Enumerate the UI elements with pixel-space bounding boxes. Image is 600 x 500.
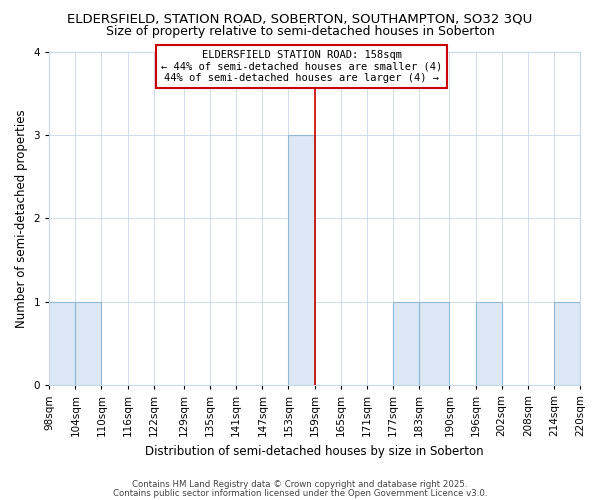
Bar xyxy=(476,302,502,385)
Text: ELDERSFIELD, STATION ROAD, SOBERTON, SOUTHAMPTON, SO32 3QU: ELDERSFIELD, STATION ROAD, SOBERTON, SOU… xyxy=(67,12,533,26)
Bar xyxy=(289,135,314,385)
Bar xyxy=(76,302,101,385)
Text: Size of property relative to semi-detached houses in Soberton: Size of property relative to semi-detach… xyxy=(106,25,494,38)
Y-axis label: Number of semi-detached properties: Number of semi-detached properties xyxy=(15,109,28,328)
Text: Contains HM Land Registry data © Crown copyright and database right 2025.: Contains HM Land Registry data © Crown c… xyxy=(132,480,468,489)
Bar xyxy=(49,302,76,385)
Bar xyxy=(554,302,580,385)
Bar xyxy=(419,302,449,385)
Bar xyxy=(393,302,419,385)
Bar xyxy=(580,302,600,385)
Text: ELDERSFIELD STATION ROAD: 158sqm
← 44% of semi-detached houses are smaller (4)
4: ELDERSFIELD STATION ROAD: 158sqm ← 44% o… xyxy=(161,50,442,83)
X-axis label: Distribution of semi-detached houses by size in Soberton: Distribution of semi-detached houses by … xyxy=(145,444,484,458)
Text: Contains public sector information licensed under the Open Government Licence v3: Contains public sector information licen… xyxy=(113,488,487,498)
